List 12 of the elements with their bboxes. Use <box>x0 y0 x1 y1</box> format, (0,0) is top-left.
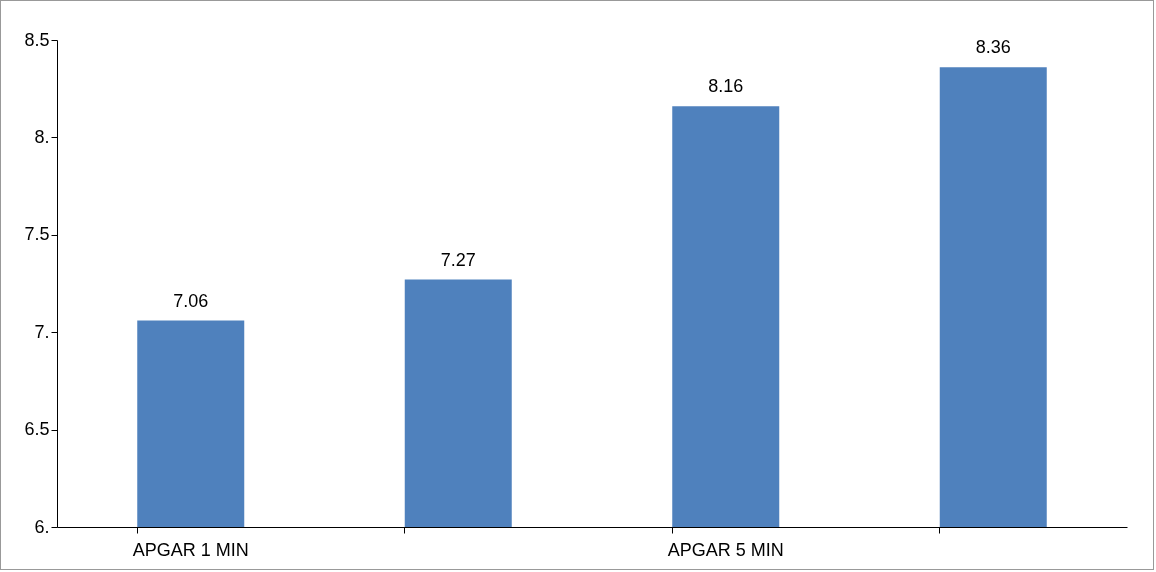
y-tick-label: 7. <box>34 321 50 342</box>
y-tick-label: 8. <box>34 126 50 147</box>
y-tick-label: 8.5 <box>24 29 50 50</box>
x-tick-label: APGAR 1 MIN <box>132 539 249 560</box>
y-tick-label: 6.5 <box>24 419 50 440</box>
x-tick-label: APGAR 5 MIN <box>667 539 784 560</box>
data-label: 8.36 <box>975 37 1011 58</box>
y-tick-label: 6. <box>34 516 50 537</box>
y-tick-label: 7.5 <box>24 224 50 245</box>
data-label: 8.16 <box>708 76 744 97</box>
data-label: 7.06 <box>173 290 209 311</box>
data-label: 7.27 <box>440 249 476 270</box>
